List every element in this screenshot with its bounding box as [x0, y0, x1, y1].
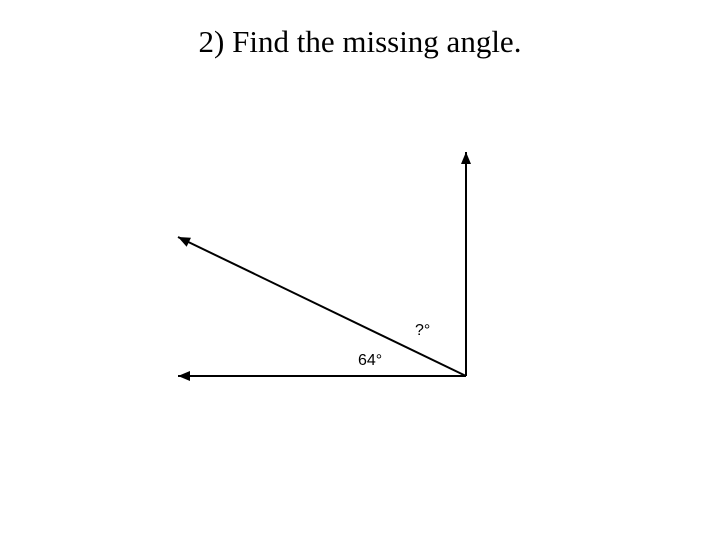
unknown-angle-label: ?°: [415, 322, 430, 340]
ray-arrowhead: [178, 371, 190, 381]
known-angle-label: 64°: [358, 352, 382, 370]
ray-line: [178, 237, 466, 376]
ray-arrowhead: [461, 152, 471, 164]
angle-diagram: [0, 0, 720, 540]
